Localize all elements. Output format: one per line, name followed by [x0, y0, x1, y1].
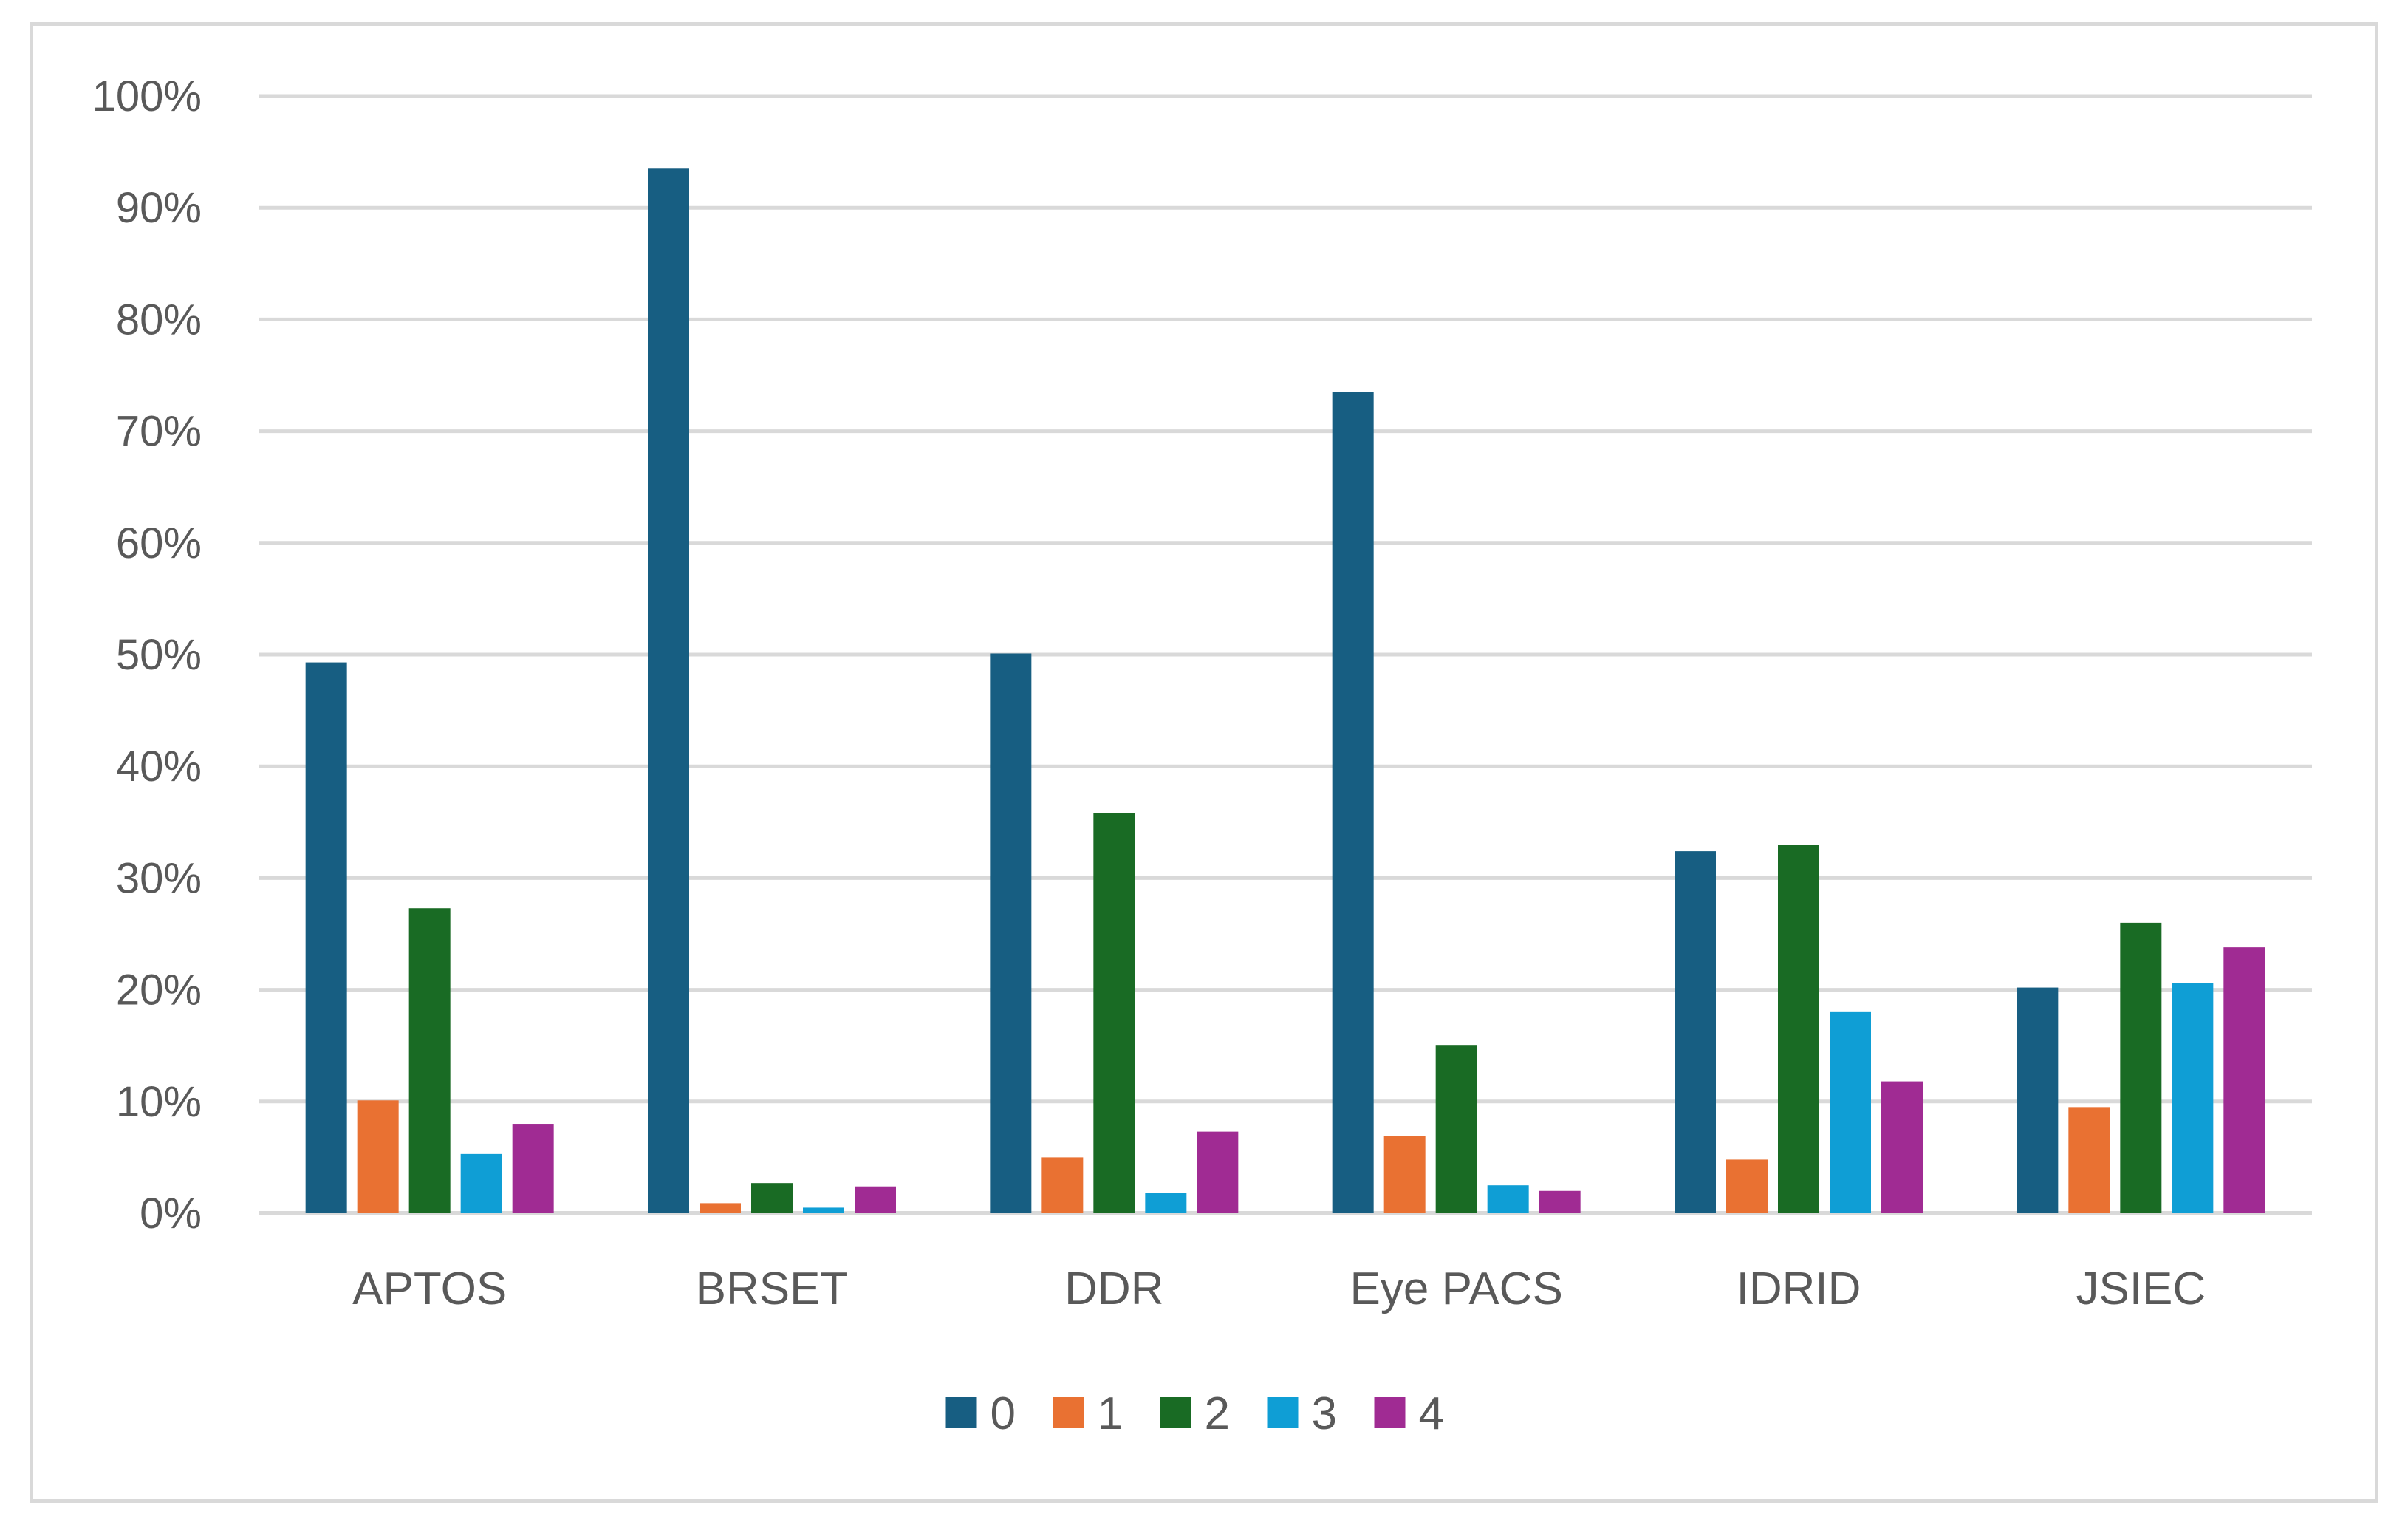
legend-swatch: [1160, 1397, 1191, 1428]
legend-swatch: [1053, 1397, 1084, 1428]
legend-swatch: [945, 1397, 977, 1428]
y-tick-label: 0%: [140, 1190, 202, 1238]
bar-ddr-series-2: [1093, 813, 1135, 1213]
legend-label: 2: [1205, 1388, 1230, 1439]
bar-jsiec-series-0: [2017, 987, 2059, 1213]
x-tick-label: IDRID: [1737, 1263, 1861, 1314]
y-tick-label: 20%: [116, 966, 202, 1014]
bar-brset-series-0: [648, 168, 689, 1213]
bar-jsiec-series-3: [2172, 983, 2214, 1213]
bar-eye-pacs-series-3: [1487, 1185, 1529, 1213]
bar-ddr-series-3: [1145, 1193, 1187, 1213]
legend-swatch: [1267, 1397, 1299, 1428]
y-axis-ticks: 0% 10% 20% 30% 40% 50% 60% 70% 80% 90% 100%: [92, 72, 202, 1238]
y-tick-label: 30%: [116, 854, 202, 902]
legend-label: 1: [1098, 1388, 1123, 1439]
x-tick-label: Eye PACS: [1350, 1263, 1563, 1314]
bars: [305, 168, 2265, 1214]
bar-idrid-series-0: [1675, 851, 1716, 1213]
legend-label: 4: [1419, 1388, 1444, 1439]
y-tick-label: 60%: [116, 519, 202, 567]
bar-idrid-series-2: [1778, 845, 1819, 1213]
bar-jsiec-series-4: [2223, 947, 2265, 1213]
y-tick-label: 90%: [116, 184, 202, 232]
legend-label: 0: [991, 1388, 1016, 1439]
bar-brset-series-1: [700, 1203, 741, 1213]
bar-eye-pacs-series-2: [1435, 1045, 1477, 1213]
bar-chart: 0% 10% 20% 30% 40% 50% 60% 70% 80% 90% 100% APTOS B…: [92, 72, 2312, 1439]
bar-ddr-series-0: [990, 653, 1032, 1213]
y-tick-label: 40%: [116, 743, 202, 791]
bar-jsiec-series-2: [2120, 922, 2162, 1213]
y-tick-label: 50%: [116, 631, 202, 679]
bar-brset-series-4: [855, 1186, 896, 1213]
bar-idrid-series-4: [1881, 1081, 1923, 1213]
chart-frame: 0% 10% 20% 30% 40% 50% 60% 70% 80% 90% 100% APTOS B…: [30, 22, 2378, 1503]
legend-swatch: [1374, 1397, 1406, 1428]
bar-aptos-series-0: [305, 662, 347, 1213]
legend-label: 3: [1312, 1388, 1337, 1439]
bar-brset-series-2: [751, 1183, 793, 1213]
bar-jsiec-series-1: [2068, 1107, 2110, 1213]
x-tick-label: JSIEC: [2076, 1263, 2206, 1314]
y-tick-label: 100%: [92, 72, 202, 120]
bar-eye-pacs-series-0: [1332, 392, 1374, 1214]
legend: 0 1 2 3 4: [945, 1388, 1444, 1439]
bar-aptos-series-4: [512, 1124, 554, 1213]
bar-idrid-series-1: [1726, 1159, 1768, 1213]
gridlines: [259, 94, 2312, 1215]
bar-ddr-series-1: [1041, 1157, 1084, 1213]
y-tick-label: 10%: [116, 1078, 202, 1126]
bar-eye-pacs-series-4: [1539, 1190, 1581, 1213]
bar-aptos-series-2: [408, 908, 451, 1213]
bar-aptos-series-3: [460, 1153, 502, 1213]
bar-idrid-series-3: [1830, 1011, 1871, 1213]
y-tick-label: 70%: [116, 408, 202, 456]
y-tick-label: 80%: [116, 296, 202, 344]
x-tick-label: APTOS: [352, 1263, 507, 1314]
bar-brset-series-3: [803, 1207, 844, 1213]
x-tick-label: DDR: [1064, 1263, 1163, 1314]
bar-eye-pacs-series-1: [1383, 1136, 1426, 1213]
x-axis-categories: APTOS BRSET DDR Eye PACS IDRID JSIEC: [352, 1263, 2206, 1314]
bar-aptos-series-1: [357, 1100, 399, 1213]
x-tick-label: BRSET: [696, 1263, 849, 1314]
bar-ddr-series-4: [1197, 1131, 1239, 1213]
